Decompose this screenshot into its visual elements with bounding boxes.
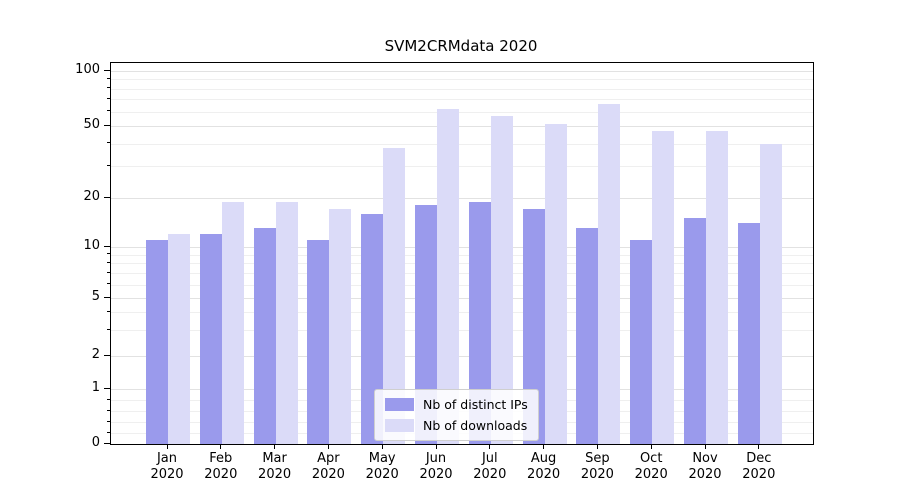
x-tick-year: 2020 bbox=[419, 467, 453, 482]
minor-gridline bbox=[111, 312, 813, 314]
bar-nb-of-distinct-ips bbox=[199, 234, 222, 444]
bar-nb-of-downloads bbox=[437, 108, 459, 444]
y-tick-label: 1 bbox=[91, 380, 100, 395]
bar-nb-of-downloads bbox=[544, 124, 567, 444]
y-tick-label: 5 bbox=[91, 289, 100, 304]
bar-nb-of-distinct-ips bbox=[307, 240, 330, 444]
x-tick-label: Jul 2020 bbox=[460, 451, 520, 483]
x-tick-label: May 2020 bbox=[352, 451, 412, 483]
bar-nb-of-distinct-ips bbox=[576, 228, 599, 444]
minor-gridline bbox=[111, 143, 813, 145]
x-tick-month: Mar bbox=[262, 451, 287, 466]
minor-gridline bbox=[111, 88, 813, 90]
x-tick-label: Jun 2020 bbox=[406, 451, 466, 483]
bar-nb-of-distinct-ips bbox=[415, 205, 437, 444]
legend-swatch-distinct-ips bbox=[385, 398, 414, 411]
x-tick-year: 2020 bbox=[258, 467, 292, 482]
bar-nb-of-downloads bbox=[168, 234, 190, 444]
bar-nb-of-distinct-ips bbox=[468, 201, 491, 444]
x-tick-year: 2020 bbox=[473, 467, 507, 482]
bar-nb-of-downloads bbox=[759, 143, 782, 444]
bar-nb-of-distinct-ips bbox=[737, 223, 760, 444]
x-tick-label: Aug 2020 bbox=[514, 451, 574, 483]
x-tick-month: Sep bbox=[585, 451, 610, 466]
bar-nb-of-distinct-ips bbox=[253, 228, 276, 444]
major-gridline bbox=[111, 298, 813, 299]
y-tick-label: 2 bbox=[91, 347, 100, 362]
x-tick-year: 2020 bbox=[150, 467, 184, 482]
minor-gridline bbox=[111, 273, 813, 275]
minor-gridline bbox=[111, 111, 813, 113]
bar-nb-of-downloads bbox=[329, 209, 352, 444]
legend: Nb of distinct IPs Nb of downloads bbox=[374, 389, 539, 441]
x-tick-month: Oct bbox=[639, 451, 663, 466]
x-tick-year: 2020 bbox=[688, 467, 722, 482]
x-tick-label: Mar 2020 bbox=[245, 451, 305, 483]
x-tick-year: 2020 bbox=[634, 467, 668, 482]
y-tick-label: 10 bbox=[83, 238, 100, 253]
bar-nb-of-downloads bbox=[652, 130, 675, 444]
chart-title: SVM2CRMdata 2020 bbox=[384, 37, 538, 55]
legend-label-distinct-ips: Nb of distinct IPs bbox=[423, 397, 528, 412]
x-tick-label: Nov 2020 bbox=[675, 451, 735, 483]
minor-gridline bbox=[111, 254, 813, 256]
legend-swatch-downloads bbox=[385, 419, 414, 432]
bar-nb-of-distinct-ips bbox=[146, 240, 168, 444]
bar-nb-of-downloads bbox=[221, 201, 244, 444]
x-tick-month: Feb bbox=[209, 451, 233, 466]
x-tick-label: Feb 2020 bbox=[191, 451, 251, 483]
x-tick-label: Sep 2020 bbox=[567, 451, 627, 483]
minor-gridline bbox=[111, 99, 813, 101]
y-tick-label: 0 bbox=[91, 435, 100, 450]
bar-nb-of-downloads bbox=[598, 103, 621, 444]
x-tick-month: Jan bbox=[156, 451, 178, 466]
x-tick-month: May bbox=[368, 451, 396, 466]
minor-gridline bbox=[111, 166, 813, 168]
bar-nb-of-distinct-ips bbox=[361, 213, 384, 444]
x-tick-year: 2020 bbox=[742, 467, 776, 482]
bar-nb-of-distinct-ips bbox=[630, 240, 653, 444]
major-gridline bbox=[111, 126, 813, 127]
x-tick-month: Jul bbox=[481, 451, 498, 466]
bar-nb-of-downloads bbox=[706, 130, 728, 444]
x-tick-month: Apr bbox=[317, 451, 340, 466]
bar-nb-of-distinct-ips bbox=[522, 209, 545, 444]
minor-gridline bbox=[111, 284, 813, 286]
x-tick-year: 2020 bbox=[527, 467, 561, 482]
legend-label-downloads: Nb of downloads bbox=[423, 418, 528, 433]
bar-nb-of-downloads bbox=[490, 115, 513, 444]
y-tick-label: 50 bbox=[83, 117, 100, 132]
major-gridline bbox=[111, 71, 813, 72]
y-tick-label: 100 bbox=[75, 62, 100, 77]
major-gridline bbox=[111, 247, 813, 248]
x-tick-month: Jun bbox=[425, 451, 447, 466]
legend-item-downloads: Nb of downloads bbox=[385, 418, 528, 433]
x-tick-label: Oct 2020 bbox=[621, 451, 681, 483]
bar-nb-of-distinct-ips bbox=[684, 218, 706, 444]
x-tick-label: Jan 2020 bbox=[137, 451, 197, 483]
x-tick-year: 2020 bbox=[311, 467, 345, 482]
x-tick-year: 2020 bbox=[365, 467, 399, 482]
x-tick-year: 2020 bbox=[580, 467, 614, 482]
major-gridline bbox=[111, 356, 813, 357]
bar-nb-of-downloads bbox=[383, 147, 406, 444]
bar-nb-of-downloads bbox=[275, 201, 298, 444]
x-tick-month: Nov bbox=[692, 451, 718, 466]
x-tick-month: Aug bbox=[530, 451, 557, 466]
bar-layer bbox=[111, 63, 813, 444]
y-tick-label: 20 bbox=[83, 189, 100, 204]
x-tick-month: Dec bbox=[746, 451, 772, 466]
x-tick-label: Apr 2020 bbox=[298, 451, 358, 483]
major-gridline bbox=[111, 198, 813, 199]
plot-area bbox=[110, 62, 814, 445]
x-tick-year: 2020 bbox=[204, 467, 238, 482]
minor-gridline bbox=[111, 263, 813, 265]
x-tick-label: Dec 2020 bbox=[729, 451, 789, 483]
legend-item-distinct-ips: Nb of distinct IPs bbox=[385, 397, 528, 412]
minor-gridline bbox=[111, 79, 813, 81]
minor-gridline bbox=[111, 330, 813, 332]
